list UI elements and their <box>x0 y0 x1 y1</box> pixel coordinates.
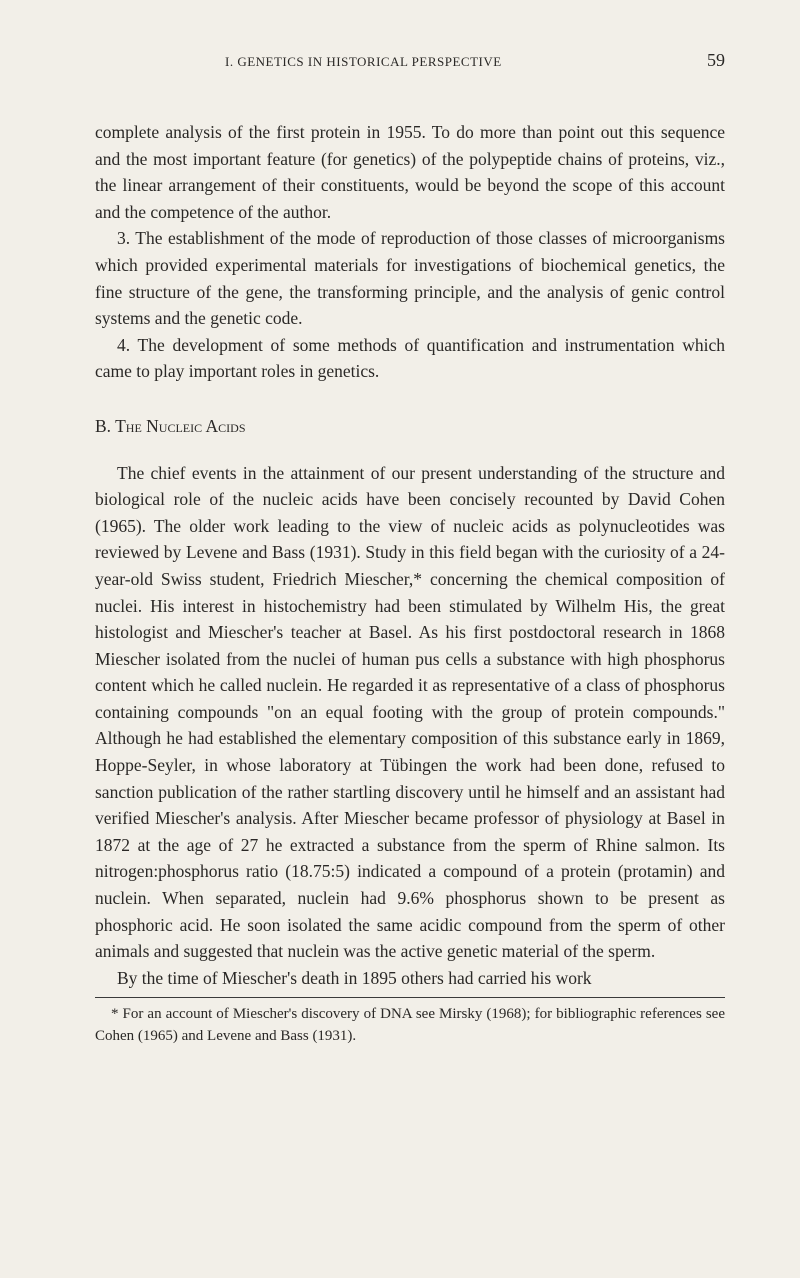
paragraph-miescher-death: By the time of Miescher's death in 1895 … <box>95 965 725 992</box>
running-head: I. GENETICS IN HISTORICAL PERSPECTIVE <box>225 54 502 70</box>
footnote-separator <box>95 997 725 998</box>
paragraph-continuation: complete analysis of the first protein i… <box>95 119 725 225</box>
body-text: complete analysis of the first protein i… <box>95 119 725 991</box>
page-header: I. GENETICS IN HISTORICAL PERSPECTIVE 59 <box>95 50 725 71</box>
paragraph-3: 3. The establishment of the mode of repr… <box>95 225 725 331</box>
paragraph-4: 4. The development of some methods of qu… <box>95 332 725 385</box>
section-heading-b: B. The Nucleic Acids <box>95 413 725 440</box>
paragraph-nucleic-acids: The chief events in the attainment of ou… <box>95 460 725 965</box>
page-number: 59 <box>707 50 725 71</box>
footnote: * For an account of Miescher's discovery… <box>95 1004 725 1047</box>
